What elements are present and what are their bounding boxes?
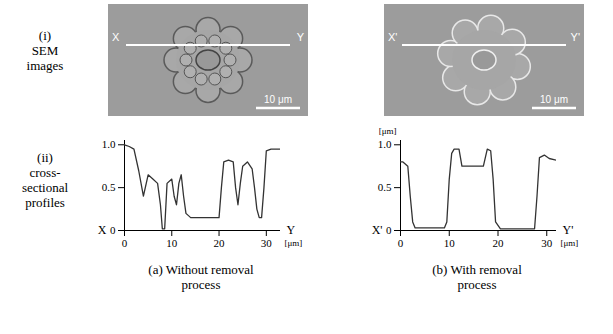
html-text:(a) Without removal: (a) Without removal	[148, 262, 254, 277]
svg-text:0: 0	[398, 237, 404, 249]
svg-text:0.5: 0.5	[378, 181, 392, 193]
svg-text:10 μm: 10 μm	[540, 94, 568, 105]
svg-text:0: 0	[110, 224, 116, 236]
html-text:process: process	[181, 277, 221, 292]
svg-text:1.0: 1.0	[378, 138, 392, 150]
svg-text:20: 20	[493, 237, 505, 249]
svg-text:Y': Y'	[563, 223, 574, 237]
svg-text:0.5: 0.5	[102, 181, 116, 193]
svg-text:[μm]: [μm]	[285, 238, 303, 248]
html-text:SEM: SEM	[31, 43, 59, 58]
svg-text:10: 10	[166, 237, 178, 249]
svg-text:Y: Y	[297, 31, 305, 43]
svg-text:X': X'	[388, 31, 397, 43]
html-text:sectional: sectional	[21, 180, 69, 195]
svg-text:X': X'	[372, 223, 383, 237]
svg-text:30: 30	[541, 237, 553, 249]
html-text:profiles: profiles	[25, 195, 65, 210]
svg-text:[μm]: [μm]	[379, 126, 397, 136]
svg-text:X: X	[112, 31, 120, 43]
svg-text:Y': Y'	[571, 31, 580, 43]
svg-text:X: X	[98, 223, 107, 237]
html-text:process: process	[457, 277, 497, 292]
svg-text:Y: Y	[287, 223, 296, 237]
svg-text:[μm]: [μm]	[561, 238, 579, 248]
html-text:cross-: cross-	[29, 165, 61, 180]
svg-text:0: 0	[386, 224, 392, 236]
html-text:images: images	[26, 58, 64, 73]
html-text:(ii): (ii)	[37, 150, 53, 165]
html-text:(i): (i)	[38, 28, 52, 43]
svg-text:10 μm: 10 μm	[264, 94, 292, 105]
svg-text:10: 10	[444, 237, 456, 249]
svg-text:20: 20	[214, 237, 226, 249]
svg-text:30: 30	[261, 237, 273, 249]
svg-text:0: 0	[122, 237, 128, 249]
svg-text:1.0: 1.0	[102, 138, 116, 150]
html-text:(b) With removal: (b) With removal	[432, 262, 522, 277]
